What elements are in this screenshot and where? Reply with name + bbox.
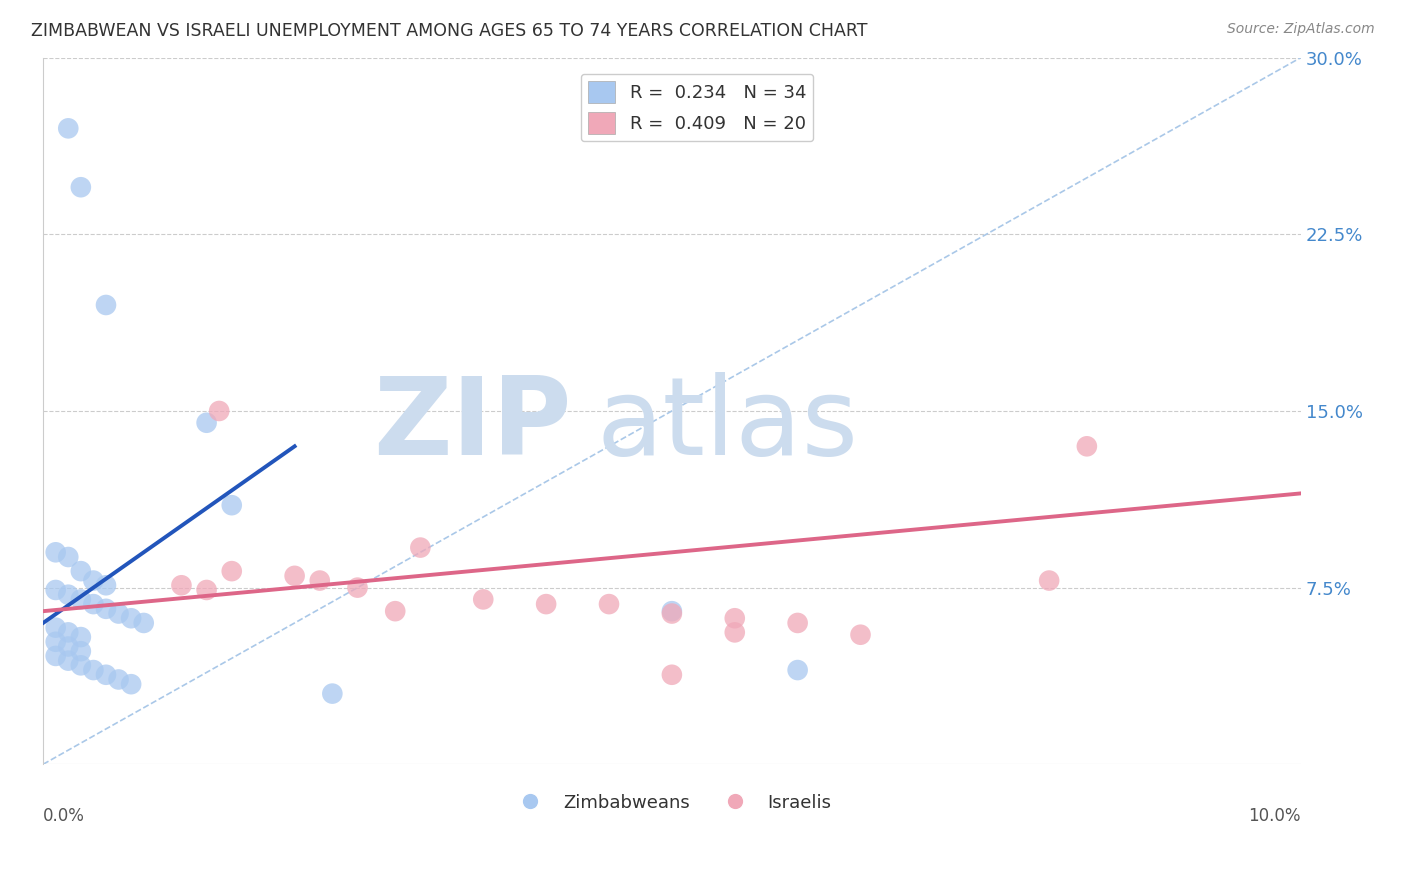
Point — [472, 592, 495, 607]
Point — [661, 667, 683, 681]
Point — [82, 597, 104, 611]
Point — [58, 588, 80, 602]
Point — [45, 635, 67, 649]
Point — [82, 574, 104, 588]
Point — [70, 658, 93, 673]
Point — [70, 180, 93, 194]
Point — [221, 564, 243, 578]
Point — [58, 121, 80, 136]
Point — [120, 677, 142, 691]
Point — [94, 602, 117, 616]
Point — [45, 621, 67, 635]
Point — [195, 582, 218, 597]
Point — [94, 578, 117, 592]
Point — [786, 663, 808, 677]
Text: 0.0%: 0.0% — [44, 806, 84, 825]
Point — [208, 404, 231, 418]
Point — [45, 648, 67, 663]
Point — [45, 545, 67, 559]
Point — [195, 416, 218, 430]
Point — [384, 604, 406, 618]
Point — [94, 298, 117, 312]
Point — [786, 615, 808, 630]
Text: 10.0%: 10.0% — [1249, 806, 1301, 825]
Point — [120, 611, 142, 625]
Point — [346, 581, 368, 595]
Point — [308, 574, 330, 588]
Point — [284, 569, 307, 583]
Point — [58, 640, 80, 654]
Point — [534, 597, 557, 611]
Text: Source: ZipAtlas.com: Source: ZipAtlas.com — [1227, 22, 1375, 37]
Point — [70, 644, 93, 658]
Text: atlas: atlas — [596, 372, 859, 478]
Point — [107, 607, 129, 621]
Legend: Zimbabweans, Israelis: Zimbabweans, Israelis — [505, 787, 838, 819]
Text: ZIMBABWEAN VS ISRAELI UNEMPLOYMENT AMONG AGES 65 TO 74 YEARS CORRELATION CHART: ZIMBABWEAN VS ISRAELI UNEMPLOYMENT AMONG… — [31, 22, 868, 40]
Point — [70, 630, 93, 644]
Point — [82, 663, 104, 677]
Point — [45, 582, 67, 597]
Point — [94, 667, 117, 681]
Point — [409, 541, 432, 555]
Point — [321, 687, 343, 701]
Point — [1076, 439, 1098, 453]
Point — [170, 578, 193, 592]
Point — [70, 592, 93, 607]
Point — [107, 673, 129, 687]
Point — [661, 607, 683, 621]
Point — [661, 604, 683, 618]
Point — [221, 498, 243, 512]
Point — [724, 625, 747, 640]
Point — [1038, 574, 1060, 588]
Point — [132, 615, 155, 630]
Point — [849, 628, 872, 642]
Point — [70, 564, 93, 578]
Point — [598, 597, 620, 611]
Text: ZIP: ZIP — [373, 372, 571, 478]
Point — [58, 625, 80, 640]
Point — [58, 654, 80, 668]
Point — [724, 611, 747, 625]
Point — [58, 549, 80, 564]
